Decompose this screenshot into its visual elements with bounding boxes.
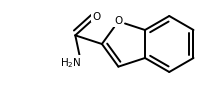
Text: O: O — [92, 12, 100, 22]
Text: O: O — [114, 16, 122, 26]
Text: H$_2$N: H$_2$N — [59, 56, 81, 70]
